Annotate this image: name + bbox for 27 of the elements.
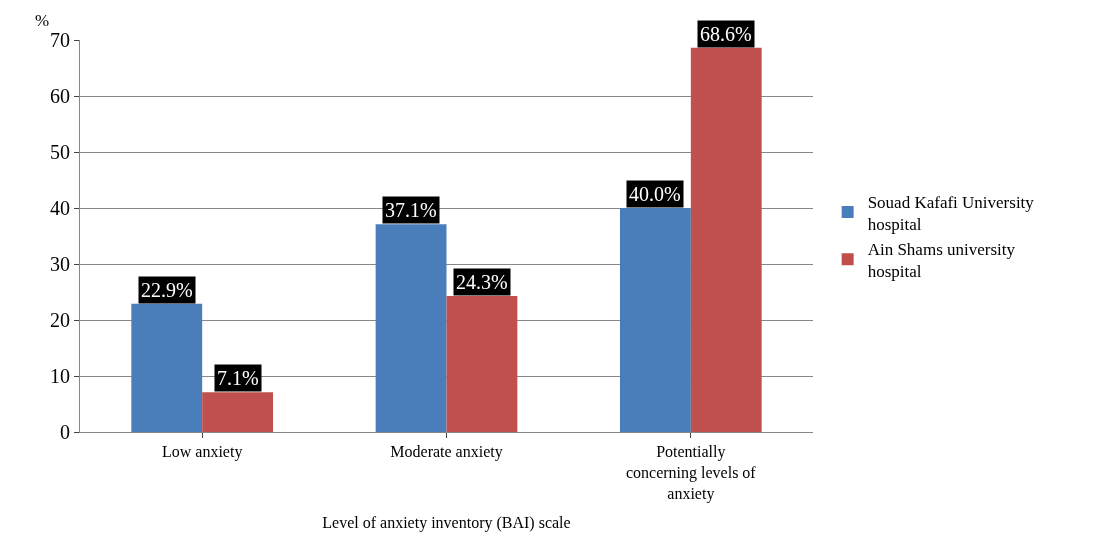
data-label: 40.0% <box>629 183 681 205</box>
data-label: 22.9% <box>141 279 193 301</box>
y-tick-label: 70 <box>50 29 70 51</box>
y-axis-title: % <box>35 11 50 30</box>
legend-label: Souad Kafafi University hospital <box>867 192 1035 234</box>
data-label: 7.1% <box>217 367 259 389</box>
y-tick-label: 0 <box>60 421 70 443</box>
data-label: 68.6% <box>700 23 752 45</box>
bar <box>375 224 447 432</box>
y-tick-label: 40 <box>50 197 70 219</box>
x-tick-label: Moderate anxiety <box>390 443 503 462</box>
legend-label: Ain Shams university hospital <box>867 239 1016 281</box>
y-tick-label: 20 <box>50 309 70 331</box>
x-axis-title: Level of anxiety inventory (BAI) scale <box>322 514 571 533</box>
bar <box>446 295 518 432</box>
y-tick-label: 10 <box>50 365 70 387</box>
y-tick-label: 60 <box>50 85 70 107</box>
data-label: 37.1% <box>385 199 437 221</box>
bar <box>690 47 762 432</box>
x-tick-label: Potentially concerning levels of anxiety <box>625 443 757 503</box>
y-tick-label: 30 <box>50 253 70 275</box>
x-tick-label: Low anxiety <box>161 443 243 462</box>
data-label: 24.3% <box>456 271 508 293</box>
y-tick-label: 50 <box>50 141 70 163</box>
bar <box>202 392 274 432</box>
bar <box>619 208 691 432</box>
bar <box>131 303 203 432</box>
